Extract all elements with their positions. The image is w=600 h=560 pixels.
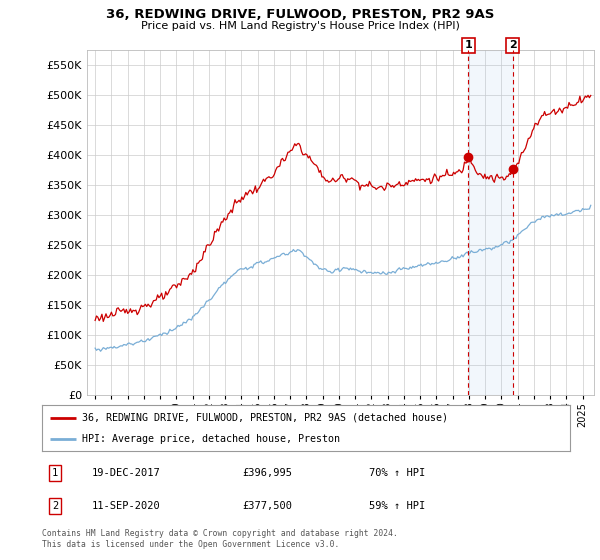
- Text: 2: 2: [52, 501, 58, 511]
- Text: Price paid vs. HM Land Registry's House Price Index (HPI): Price paid vs. HM Land Registry's House …: [140, 21, 460, 31]
- Text: 1: 1: [464, 40, 472, 50]
- Text: £396,995: £396,995: [242, 468, 293, 478]
- Text: HPI: Average price, detached house, Preston: HPI: Average price, detached house, Pres…: [82, 435, 340, 444]
- Text: 36, REDWING DRIVE, FULWOOD, PRESTON, PR2 9AS (detached house): 36, REDWING DRIVE, FULWOOD, PRESTON, PR2…: [82, 413, 448, 423]
- Text: £377,500: £377,500: [242, 501, 293, 511]
- Text: 36, REDWING DRIVE, FULWOOD, PRESTON, PR2 9AS: 36, REDWING DRIVE, FULWOOD, PRESTON, PR2…: [106, 8, 494, 21]
- Text: Contains HM Land Registry data © Crown copyright and database right 2024.
This d: Contains HM Land Registry data © Crown c…: [42, 529, 398, 549]
- Text: 70% ↑ HPI: 70% ↑ HPI: [370, 468, 425, 478]
- Text: 2: 2: [509, 40, 517, 50]
- Text: 59% ↑ HPI: 59% ↑ HPI: [370, 501, 425, 511]
- Text: 1: 1: [52, 468, 58, 478]
- Text: 19-DEC-2017: 19-DEC-2017: [92, 468, 161, 478]
- Bar: [468, 50, 513, 395]
- Text: 11-SEP-2020: 11-SEP-2020: [92, 501, 161, 511]
